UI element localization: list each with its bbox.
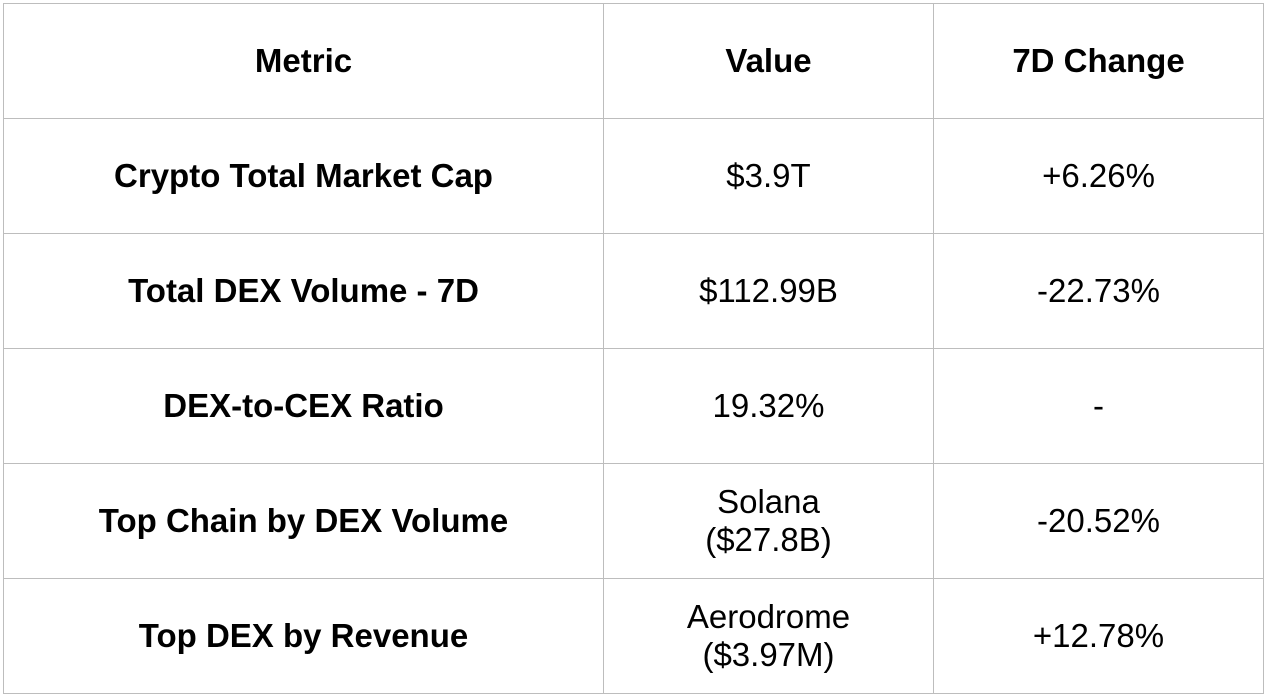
- table-row: Total DEX Volume - 7D $112.99B -22.73%: [3, 233, 1264, 349]
- value-cell: $112.99B: [603, 233, 934, 349]
- metric-cell: Crypto Total Market Cap: [3, 118, 604, 234]
- table-row: Top DEX by Revenue Aerodrome ($3.97M) +1…: [3, 578, 1264, 694]
- header-metric: Metric: [3, 3, 604, 119]
- value-line: Solana: [717, 483, 820, 520]
- value-cell: $3.9T: [603, 118, 934, 234]
- header-value: Value: [603, 3, 934, 119]
- change-cell: +6.26%: [933, 118, 1264, 234]
- metric-cell: DEX-to-CEX Ratio: [3, 348, 604, 464]
- value-line-secondary: ($27.8B): [705, 521, 832, 558]
- table-row: Top Chain by DEX Volume Solana ($27.8B) …: [3, 463, 1264, 579]
- value-cell: 19.32%: [603, 348, 934, 464]
- change-cell: -: [933, 348, 1264, 464]
- table-row: Crypto Total Market Cap $3.9T +6.26%: [3, 118, 1264, 234]
- value-line: $112.99B: [699, 272, 838, 309]
- value-cell: Aerodrome ($3.97M): [603, 578, 934, 694]
- value-line-secondary: ($3.97M): [702, 636, 835, 673]
- metrics-table: Metric Value 7D Change Crypto Total Mark…: [3, 3, 1264, 694]
- value-cell: Solana ($27.8B): [603, 463, 934, 579]
- header-row: Metric Value 7D Change: [3, 3, 1264, 119]
- value-line: Aerodrome: [686, 598, 851, 635]
- metric-cell: Top Chain by DEX Volume: [3, 463, 604, 579]
- metric-cell: Total DEX Volume - 7D: [3, 233, 604, 349]
- change-cell: -20.52%: [933, 463, 1264, 579]
- table-row: DEX-to-CEX Ratio 19.32% -: [3, 348, 1264, 464]
- metric-cell: Top DEX by Revenue: [3, 578, 604, 694]
- change-cell: +12.78%: [933, 578, 1264, 694]
- value-line: $3.9T: [726, 157, 811, 194]
- value-line: 19.32%: [712, 387, 825, 424]
- change-cell: -22.73%: [933, 233, 1264, 349]
- header-change: 7D Change: [933, 3, 1264, 119]
